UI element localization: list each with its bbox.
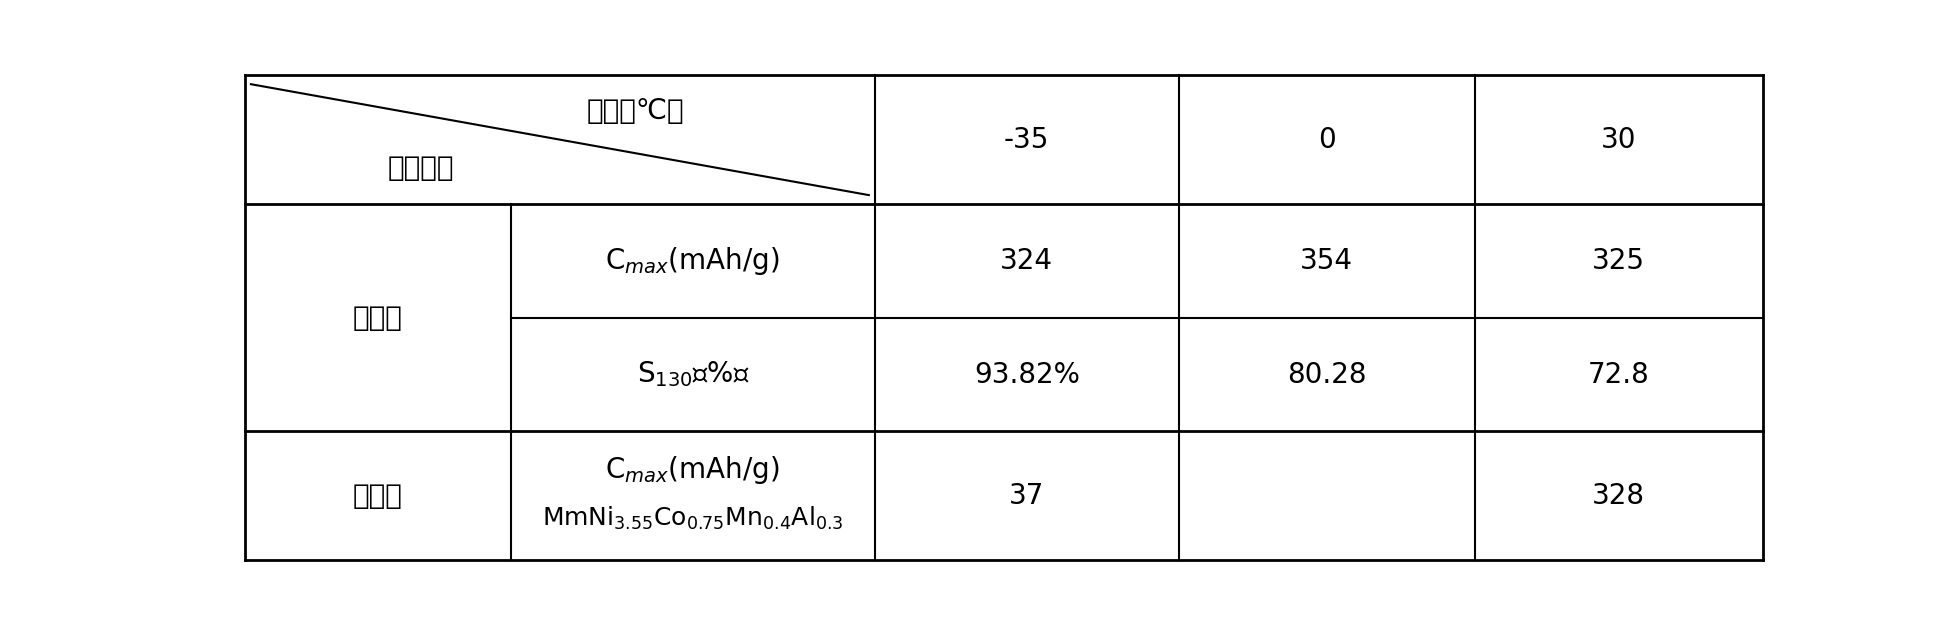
Text: 93.82%: 93.82% — [974, 360, 1079, 389]
Text: 本发明: 本发明 — [353, 304, 404, 331]
Text: 0: 0 — [1318, 126, 1336, 153]
Text: C$_{max}$(mAh/g): C$_{max}$(mAh/g) — [605, 454, 780, 486]
Text: 354: 354 — [1301, 247, 1354, 275]
Text: 324: 324 — [1001, 247, 1054, 275]
Text: 30: 30 — [1601, 126, 1636, 153]
Text: 80.28: 80.28 — [1287, 360, 1365, 389]
Text: 325: 325 — [1593, 247, 1646, 275]
Text: 测试结果: 测试结果 — [388, 154, 454, 182]
Text: C$_{max}$(mAh/g): C$_{max}$(mAh/g) — [605, 245, 780, 277]
Text: MmNi$_{3.55}$Co$_{0.75}$Mn$_{0.4}$Al$_{0.3}$: MmNi$_{3.55}$Co$_{0.75}$Mn$_{0.4}$Al$_{0… — [543, 505, 844, 532]
Text: 72.8: 72.8 — [1589, 360, 1649, 389]
Text: 对比例: 对比例 — [353, 482, 404, 509]
Text: 37: 37 — [1009, 482, 1044, 509]
Text: 温度（℃）: 温度（℃） — [586, 97, 684, 125]
Text: S$_{130}$（%）: S$_{130}$（%） — [637, 360, 748, 389]
Text: 328: 328 — [1593, 482, 1646, 509]
Text: -35: -35 — [1005, 126, 1050, 153]
